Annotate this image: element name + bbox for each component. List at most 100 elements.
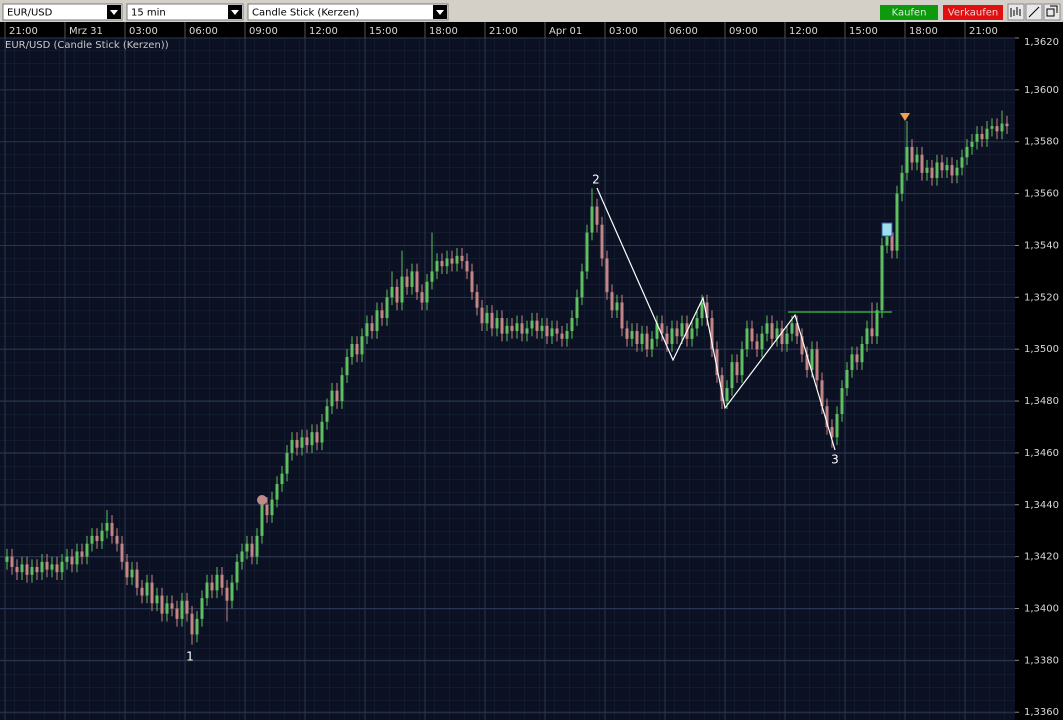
candle-body bbox=[850, 354, 854, 370]
candle-body bbox=[1000, 123, 1004, 132]
y-tick-label: 1,3440 bbox=[1024, 500, 1059, 511]
candle-body bbox=[700, 302, 704, 319]
candle-body bbox=[40, 561, 44, 573]
y-tick-label: 1,3580 bbox=[1024, 137, 1059, 148]
candle-body bbox=[200, 598, 204, 619]
interval-select[interactable] bbox=[126, 3, 244, 21]
candle-body bbox=[220, 574, 224, 588]
grid: 1,3360 1,3380 1,3400 1,3420 1,3440 1,3460 1,34… bbox=[0, 22, 1059, 720]
candle-body bbox=[715, 349, 719, 376]
candle-body bbox=[20, 564, 24, 573]
candle-body bbox=[65, 556, 69, 562]
y-tick-label: 1,3600 bbox=[1024, 85, 1059, 96]
candle-body bbox=[900, 172, 904, 194]
candle-body bbox=[240, 551, 244, 562]
candle-body bbox=[460, 255, 464, 262]
icon bbox=[1046, 5, 1058, 17]
candle-body bbox=[45, 561, 49, 570]
candle-body bbox=[920, 154, 924, 173]
candle-body bbox=[915, 154, 919, 163]
candle-body bbox=[215, 574, 219, 591]
candle-body bbox=[865, 328, 869, 344]
y-tick-label: 1,3380 bbox=[1024, 655, 1059, 666]
candle-body bbox=[30, 567, 34, 575]
icon-button[interactable] bbox=[1007, 3, 1025, 21]
y-tick-label: 1,3460 bbox=[1024, 448, 1059, 459]
icon bbox=[1010, 7, 1021, 17]
candle-body bbox=[280, 473, 284, 485]
candle-body bbox=[440, 261, 444, 267]
y-tick-label: 1,3480 bbox=[1024, 396, 1059, 407]
x-tick-label: 03:00 bbox=[129, 26, 158, 37]
x-tick-label: Apr 01 bbox=[549, 26, 582, 37]
y-tick-label: 1,3620 bbox=[1024, 37, 1059, 48]
y-tick-label: 1,3560 bbox=[1024, 189, 1059, 200]
signal-marker bbox=[881, 222, 893, 237]
candle-body bbox=[960, 157, 964, 168]
candle-body bbox=[620, 302, 624, 329]
candle-body bbox=[50, 564, 54, 570]
candle-body bbox=[765, 323, 769, 334]
candle-body bbox=[15, 567, 19, 573]
y-tick-label: 1,3500 bbox=[1024, 344, 1059, 355]
sell-label: Verkaufen bbox=[948, 8, 998, 19]
candle-body bbox=[570, 318, 574, 332]
candle-body bbox=[245, 543, 249, 552]
annotations: 1 2 3 bbox=[186, 173, 839, 664]
candle-body bbox=[870, 328, 874, 337]
candle-body bbox=[170, 603, 174, 609]
candle-body bbox=[395, 286, 399, 303]
candle-body bbox=[445, 258, 449, 267]
candle-body bbox=[70, 556, 74, 565]
candle-body bbox=[175, 608, 179, 619]
symbol-select[interactable] bbox=[2, 3, 123, 21]
candle-body bbox=[750, 328, 754, 342]
candle-body bbox=[670, 328, 674, 344]
candle-body bbox=[185, 600, 189, 614]
candle-body bbox=[880, 245, 884, 311]
candle-body bbox=[580, 271, 584, 298]
x-tick-label: 21:00 bbox=[9, 26, 38, 37]
x-tick-label: 06:00 bbox=[189, 26, 218, 37]
candle-body bbox=[130, 569, 134, 578]
candle-body bbox=[835, 414, 839, 438]
candle-body bbox=[720, 375, 724, 402]
candle-body bbox=[770, 323, 774, 339]
candle-body bbox=[845, 369, 849, 389]
candle-body bbox=[410, 271, 414, 287]
candle-body bbox=[910, 146, 914, 163]
candle-body bbox=[790, 323, 794, 334]
candle-body bbox=[560, 333, 564, 339]
sell-button[interactable] bbox=[943, 5, 1003, 20]
x-tick-label: 18:00 bbox=[429, 26, 458, 37]
wave-label: 2 bbox=[592, 173, 600, 187]
candle-body bbox=[205, 582, 209, 599]
candle-body bbox=[350, 343, 354, 357]
chart-title: EUR/USD (Candle Stick (Kerzen)) bbox=[5, 40, 169, 51]
candle-body bbox=[100, 530, 104, 542]
buy-button[interactable] bbox=[880, 5, 938, 20]
candle-body bbox=[730, 362, 734, 389]
zigzag-drawing bbox=[596, 187, 836, 451]
candle-body bbox=[520, 323, 524, 334]
candle-body bbox=[490, 312, 494, 329]
x-tick-label: 18:00 bbox=[909, 26, 938, 37]
candle-body bbox=[295, 439, 299, 448]
candle-body bbox=[470, 271, 474, 293]
candle-body bbox=[655, 323, 659, 339]
signal-marker bbox=[257, 495, 267, 505]
candle-body bbox=[330, 390, 334, 407]
candle-body bbox=[955, 167, 959, 176]
style-select[interactable] bbox=[247, 3, 449, 21]
candle-body bbox=[795, 323, 799, 337]
icon bbox=[1028, 6, 1040, 18]
candle-body bbox=[420, 292, 424, 303]
candle-body bbox=[325, 406, 329, 422]
candle-body bbox=[515, 323, 519, 332]
candle-body bbox=[370, 323, 374, 332]
candle-body bbox=[450, 258, 454, 264]
candle-body bbox=[930, 167, 934, 179]
candle-body bbox=[975, 133, 979, 142]
